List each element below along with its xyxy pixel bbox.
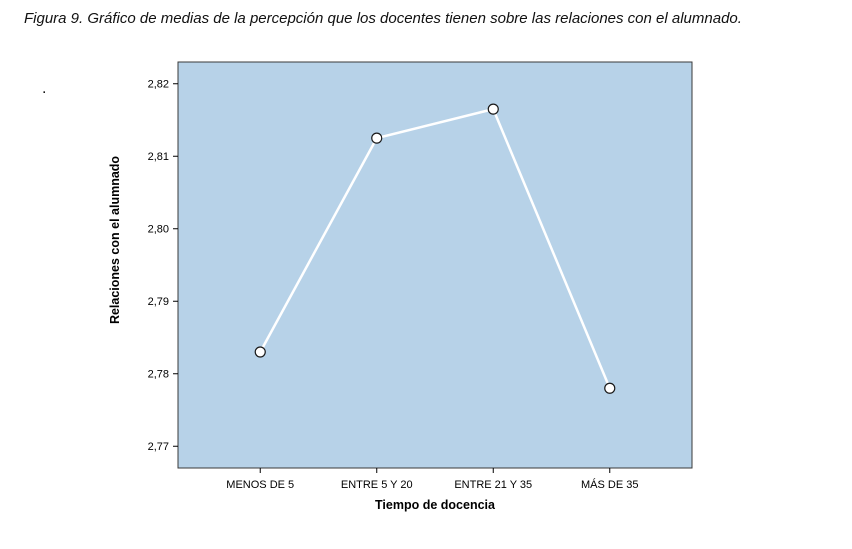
y-axis-title: Relaciones con el alumnado (108, 156, 122, 324)
y-tick-label: 2,79 (148, 296, 169, 308)
data-point (254, 346, 266, 358)
chart-canvas: 2,82 2,81 2,80 2,79 2,78 2,77 MENOS DE 5 ENTRE … (108, 61, 693, 512)
y-tick-label: 2,77 (148, 441, 169, 453)
x-axis-title: Tiempo de docencia (375, 498, 496, 512)
means-line-chart: 2,82 2,81 2,80 2,79 2,78 2,77 MENOS DE 5 ENTRE … (105, 58, 705, 518)
x-tick-label: ENTRE 5 Y 20 (341, 479, 413, 491)
x-tick-label: ENTRE 21 Y 35 (454, 479, 532, 491)
y-tick-label: 2,81 (148, 151, 169, 163)
data-point (604, 382, 616, 394)
data-point (487, 103, 499, 115)
plot-area (177, 61, 693, 469)
x-tick-label: MÁS DE 35 (581, 478, 638, 491)
x-tick-label: MENOS DE 5 (226, 479, 294, 491)
figure-caption: Figura 9. Gráfico de medias de la percep… (24, 10, 742, 27)
y-tick-label: 2,80 (148, 223, 169, 235)
stray-period: . (42, 80, 47, 97)
y-tick-label: 2,82 (148, 78, 169, 90)
data-point (371, 132, 383, 144)
y-tick-label: 2,78 (148, 368, 169, 380)
data-line (258, 107, 612, 390)
